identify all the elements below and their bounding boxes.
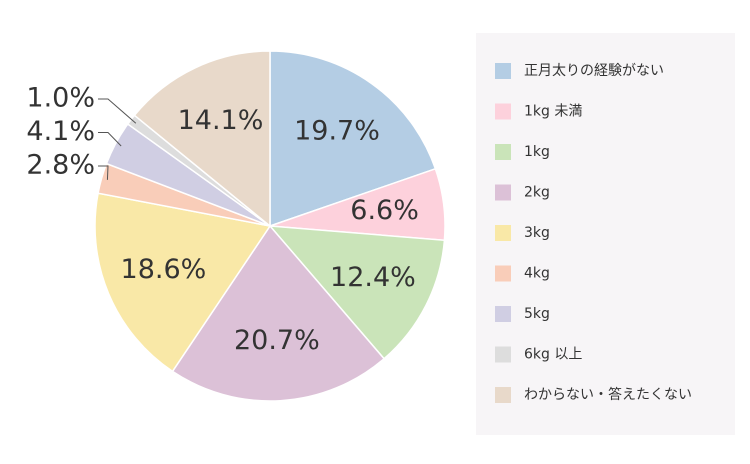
legend-swatch [495, 63, 511, 79]
pie-slice [94, 192, 272, 373]
legend-swatch [495, 306, 511, 322]
legend-swatch [495, 265, 511, 282]
value-label: 2.8% [26, 150, 95, 181]
value-label: 12.4% [330, 262, 416, 293]
value-label: 4.1% [26, 116, 95, 147]
legend-swatch [495, 225, 511, 241]
leader-line [98, 165, 109, 180]
legend-swatch [495, 346, 511, 363]
legend-label: 正月太りの経験がない [524, 63, 664, 79]
legend-label: 4kg [524, 266, 550, 282]
legend-label: わからない・答えたくない [524, 386, 692, 403]
value-label: 14.1% [178, 105, 264, 136]
value-label: 19.7% [294, 115, 380, 146]
legend-swatch [495, 387, 511, 403]
pie-slice [133, 50, 271, 228]
value-label: 1.0% [26, 83, 95, 114]
value-label: 6.6% [350, 195, 419, 226]
legend-label: 1kg [524, 144, 550, 160]
legend-label: 2kg [524, 185, 550, 201]
value-label: 18.6% [121, 254, 207, 285]
legend-swatch [495, 144, 511, 160]
legend-label: 5kg [524, 306, 550, 322]
legend-swatch [495, 103, 511, 120]
pie-slice [171, 224, 386, 402]
legend-label: 1kg 未満 [524, 104, 582, 120]
value-label: 20.7% [234, 325, 320, 356]
legend-label: 6kg 以上 [524, 347, 582, 363]
pie-slice [268, 225, 446, 360]
legend-label: 3kg [524, 225, 550, 241]
leader-line [98, 98, 137, 124]
legend-swatch [495, 184, 511, 201]
legend-box [476, 33, 735, 435]
pie-slice [269, 50, 437, 228]
leader-line [98, 132, 122, 147]
